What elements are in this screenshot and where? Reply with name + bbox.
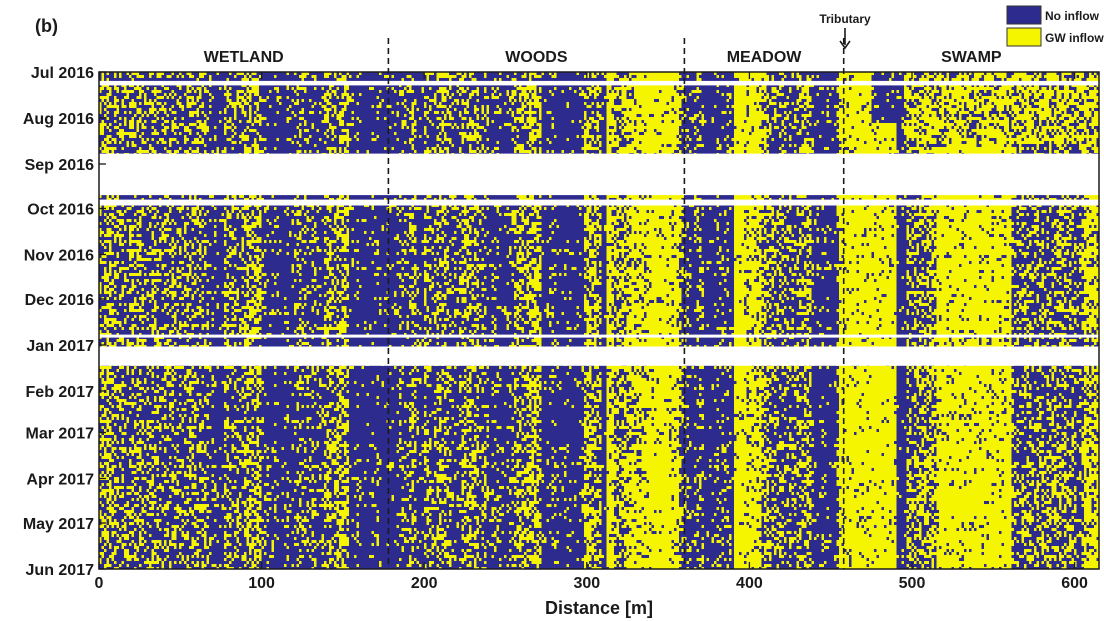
data-gap xyxy=(99,80,1099,86)
legend-label-gw-inflow: GW inflow xyxy=(1045,31,1104,45)
x-tick-label: 200 xyxy=(411,575,438,592)
x-tick-label: 500 xyxy=(899,575,926,592)
y-tick-label: Nov 2016 xyxy=(24,247,94,264)
region-label: MEADOW xyxy=(727,49,803,66)
region-label: WOODS xyxy=(505,49,568,66)
panel-label: (b) xyxy=(35,16,58,36)
y-tick-label: Jan 2017 xyxy=(26,338,94,355)
x-axis-ticks: 0 100 200 300 400 500 600 xyxy=(95,72,1088,592)
tributary-marker: Tributary xyxy=(819,12,871,50)
y-tick-label: Jun 2017 xyxy=(26,562,95,579)
legend-label-no-inflow: No inflow xyxy=(1045,9,1100,23)
x-tick-label: 300 xyxy=(573,575,600,592)
heatmap-cells xyxy=(99,72,1099,569)
region-dividers xyxy=(387,38,845,569)
legend-swatch-gw-inflow xyxy=(1006,27,1042,47)
region-label: WETLAND xyxy=(204,49,284,66)
y-tick-label: Aug 2016 xyxy=(23,111,94,128)
y-tick-label: Dec 2016 xyxy=(25,292,94,309)
tributary-label: Tributary xyxy=(819,12,871,26)
x-tick-label: 100 xyxy=(248,575,275,592)
y-tick-label: Jul 2016 xyxy=(31,65,94,82)
y-tick-label: May 2017 xyxy=(23,516,94,533)
region-labels: WETLAND WOODS MEADOW SWAMP xyxy=(204,49,1002,66)
x-tick-label: 0 xyxy=(95,575,104,592)
y-axis-ticks: Jul 2016 Aug 2016 Sep 2016 Oct 2016 Nov 2016… xyxy=(23,65,106,579)
tributary-arrow-icon xyxy=(839,40,851,50)
data-gap xyxy=(99,199,1099,206)
x-tick-label: 600 xyxy=(1061,575,1088,592)
y-tick-label: Oct 2016 xyxy=(27,201,94,218)
legend: No inflow GW inflow xyxy=(1006,5,1104,47)
x-axis-label: Distance [m] xyxy=(545,598,653,618)
plot-frame xyxy=(98,71,1100,570)
data-gap xyxy=(99,346,1099,366)
region-label: SWAMP xyxy=(941,49,1002,66)
data-gaps xyxy=(99,80,1099,366)
y-tick-label: Mar 2017 xyxy=(26,426,95,443)
y-tick-label: Feb 2017 xyxy=(26,384,95,401)
heatmap-cells-gw-inflow xyxy=(99,72,1099,569)
data-gap xyxy=(99,153,1099,196)
x-tick-label: 400 xyxy=(736,575,763,592)
data-gap xyxy=(99,334,1099,338)
y-tick-label: Apr 2017 xyxy=(26,472,94,489)
y-tick-label: Sep 2016 xyxy=(25,157,94,174)
legend-swatch-no-inflow xyxy=(1006,5,1042,25)
